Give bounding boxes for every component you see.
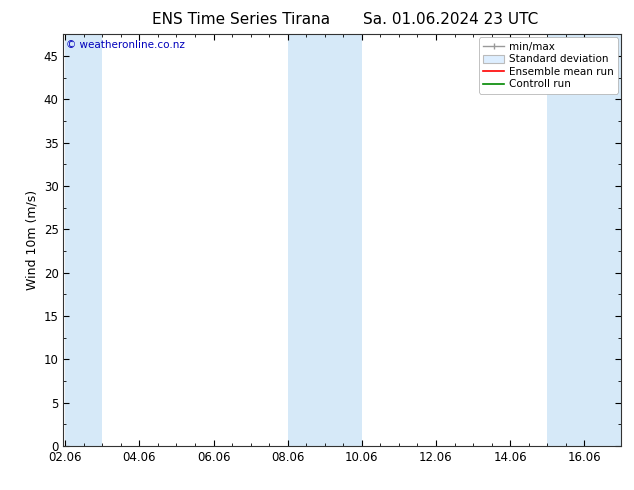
- Bar: [65, 34, 102, 446]
- Text: © weatheronline.co.nz: © weatheronline.co.nz: [66, 41, 185, 50]
- Legend: min/max, Standard deviation, Ensemble mean run, Controll run: min/max, Standard deviation, Ensemble me…: [479, 37, 618, 94]
- Y-axis label: Wind 10m (m/s): Wind 10m (m/s): [25, 190, 38, 290]
- Bar: [547, 34, 621, 446]
- Text: ENS Time Series Tirana: ENS Time Series Tirana: [152, 12, 330, 27]
- Bar: [288, 34, 362, 446]
- Text: Sa. 01.06.2024 23 UTC: Sa. 01.06.2024 23 UTC: [363, 12, 538, 27]
